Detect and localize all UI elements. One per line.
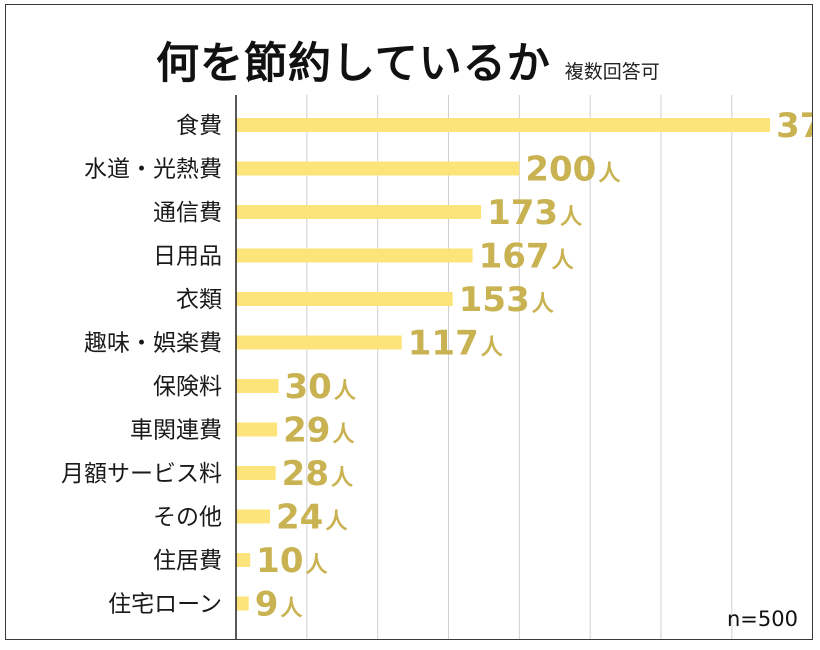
chart-title: 何を節約しているか <box>156 39 551 89</box>
value-unit: 人 <box>598 162 620 187</box>
value-label: 29人 <box>283 411 354 451</box>
value-unit: 人 <box>325 510 347 535</box>
bar <box>236 118 771 132</box>
value-number: 29 <box>283 411 330 451</box>
value-label: 167人 <box>479 237 574 277</box>
bar-chart: 食費水道・光熱費通信費日用品衣類趣味・娯楽費保険料車関連費月額サービス料その他住… <box>61 95 813 639</box>
category-label: 住宅ローン <box>108 592 222 618</box>
value-label: 153人 <box>459 280 554 320</box>
value-number: 173 <box>487 193 558 233</box>
bars <box>236 118 771 611</box>
value-number: 9 <box>255 585 279 625</box>
value-number: 377 <box>776 106 813 146</box>
chart-subtitle: 複数回答可 <box>564 61 660 83</box>
value-label: 10人 <box>256 541 327 581</box>
value-label: 200人 <box>525 150 620 190</box>
bar <box>236 422 278 437</box>
value-unit: 人 <box>532 292 554 317</box>
gridlines <box>306 95 733 639</box>
bar <box>236 509 270 524</box>
value-unit: 人 <box>552 249 574 274</box>
category-label: 趣味・娯楽費 <box>84 331 222 357</box>
category-label: 水道・光熱費 <box>84 157 222 183</box>
value-unit: 人 <box>280 597 302 622</box>
category-label: 住居費 <box>153 548 222 574</box>
value-label: 9人 <box>255 585 303 625</box>
value-number: 30 <box>285 367 332 407</box>
value-unit: 人 <box>481 336 503 361</box>
bar <box>236 205 482 219</box>
value-number: 10 <box>256 541 303 581</box>
value-labels: 377人200人173人167人153人117人30人29人28人24人10人9… <box>255 106 813 625</box>
value-label: 30人 <box>285 367 356 407</box>
bar <box>236 335 402 350</box>
category-labels: 食費水道・光熱費通信費日用品衣類趣味・娯楽費保険料車関連費月額サービス料その他住… <box>61 113 222 618</box>
bar <box>236 292 453 306</box>
value-number: 28 <box>282 454 329 494</box>
chart-frame: 何を節約しているか 複数回答可 食費水道・光熱費通信費日用品衣類趣味・娯楽費保険… <box>5 4 813 640</box>
category-label: 衣類 <box>176 287 222 313</box>
bar <box>236 161 520 176</box>
category-label: 日用品 <box>153 244 222 270</box>
value-label: 377人 <box>776 106 813 146</box>
value-number: 153 <box>459 280 530 320</box>
value-unit: 人 <box>334 379 356 404</box>
category-label: 月額サービス料 <box>61 461 222 487</box>
value-label: 24人 <box>276 498 347 538</box>
value-unit: 人 <box>332 423 354 448</box>
category-label: 食費 <box>176 113 222 139</box>
value-number: 167 <box>479 237 550 277</box>
bar <box>236 553 251 567</box>
value-number: 200 <box>525 150 596 190</box>
value-number: 24 <box>276 498 323 538</box>
value-label: 173人 <box>487 193 582 233</box>
value-unit: 人 <box>560 205 582 230</box>
bar <box>236 248 473 263</box>
category-label: 保険料 <box>153 374 222 400</box>
bar <box>236 466 276 480</box>
value-number: 117 <box>408 324 479 364</box>
sample-size-note: n=500 <box>727 607 798 631</box>
category-label: その他 <box>153 505 222 531</box>
category-label: 車関連費 <box>130 418 222 444</box>
bar <box>236 379 279 393</box>
value-label: 28人 <box>282 454 353 494</box>
value-unit: 人 <box>305 553 327 578</box>
value-unit: 人 <box>331 466 353 491</box>
value-label: 117人 <box>408 324 503 364</box>
category-label: 通信費 <box>153 200 222 226</box>
bar <box>236 596 249 611</box>
title-block: 何を節約しているか 複数回答可 <box>156 29 660 89</box>
